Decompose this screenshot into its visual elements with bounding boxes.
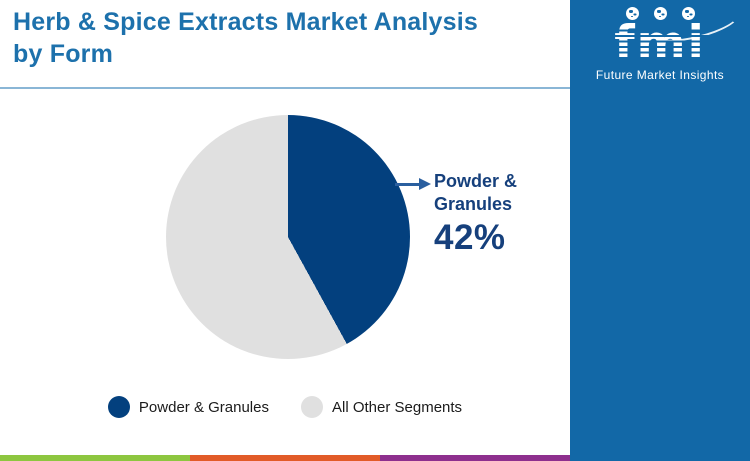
- pie-chart: [166, 115, 410, 359]
- footer-stripe-orange: [190, 455, 380, 461]
- logo-globe-icons: [570, 7, 750, 21]
- globe-icon: [681, 7, 695, 20]
- globe-icon: [625, 7, 639, 20]
- page-title: Herb & Spice Extracts Market Analysis by…: [13, 8, 479, 68]
- callout-label-line2: Granules: [434, 193, 513, 214]
- title-divider: [0, 87, 570, 89]
- footer-stripe-purple: [380, 455, 570, 461]
- logo-wordmark: fmi: [612, 20, 708, 68]
- callout-arrow-icon: [419, 178, 431, 190]
- legend-label-powder: Powder & Granules: [138, 398, 269, 416]
- legend-item-others: All Other Segments: [301, 396, 462, 418]
- sidebar: fmi Future Market Insights Other Segment…: [570, 0, 750, 461]
- legend-swatch-others-icon: [301, 396, 323, 418]
- logo-stripe-texture: [612, 26, 708, 68]
- legend-swatch-powder-icon: [107, 396, 130, 418]
- legend-item-powder: Powder & Granules: [107, 396, 269, 418]
- chart-legend: Powder & Granules All Other Segments: [0, 395, 570, 419]
- callout-label-line1: Powder &: [434, 171, 518, 191]
- callout-arrow-line: [395, 183, 420, 186]
- pie-callout: Powder & Granules 42%: [434, 170, 517, 258]
- globe-icon: [653, 7, 667, 20]
- legend-label-others: All Other Segments: [332, 398, 463, 416]
- footer-stripe-green: [0, 455, 190, 461]
- fmi-logo: fmi Future Market Insights: [570, 0, 750, 82]
- logo-tagline: Future Market Insights: [595, 68, 725, 83]
- callout-value: 42%: [434, 218, 506, 257]
